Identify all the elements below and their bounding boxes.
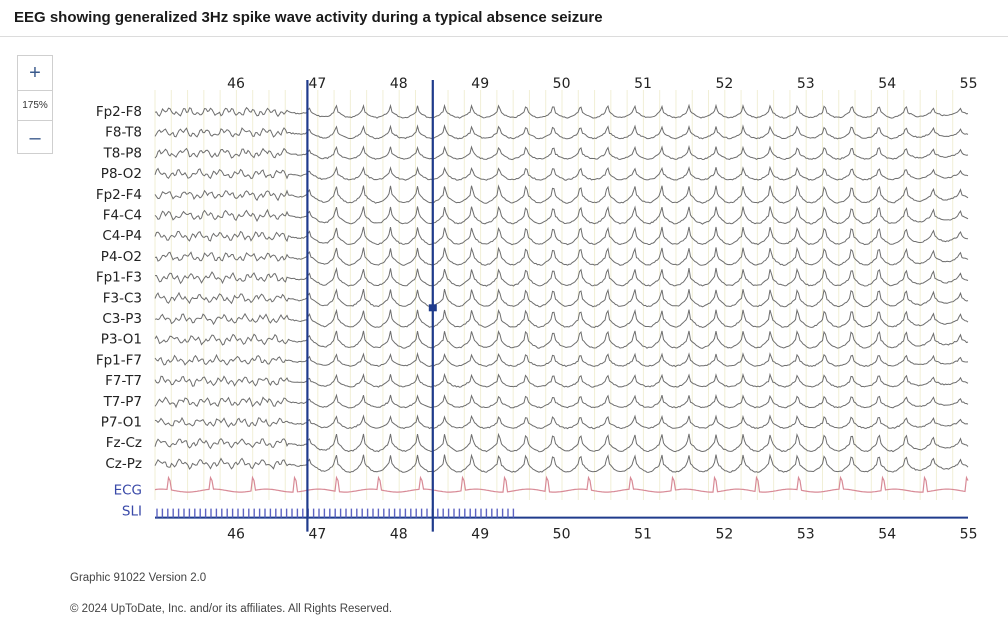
time-label-bottom-55: 55 — [960, 527, 978, 540]
trace-t7-p7 — [154, 393, 969, 409]
time-labels: 46 46 47 47 48 48 49 49 50 50 51 51 52 52 53 53 54 54 55 55 — [227, 76, 977, 540]
channel-label-fp2-f8: Fp2-F8 — [96, 104, 142, 120]
trace-p3-o1 — [154, 329, 969, 349]
plus-icon: + — [29, 62, 41, 84]
aux-traces — [154, 475, 969, 519]
trace-c4-p4 — [154, 226, 969, 246]
channel-label-fp1-f7: Fp1-F7 — [96, 352, 142, 368]
aux-label-sli: SLI — [122, 504, 142, 520]
trace-fp2-f8 — [154, 103, 969, 119]
trace-f7-t7 — [154, 372, 969, 388]
trace-fp2-f4 — [154, 184, 969, 204]
time-label-top-48: 48 — [390, 76, 408, 92]
zoom-in-button[interactable]: + — [18, 57, 52, 89]
time-label-top-51: 51 — [634, 76, 652, 92]
channel-label-cz-pz: Cz-Pz — [105, 456, 142, 472]
time-label-bottom-54: 54 — [878, 527, 896, 540]
time-label-bottom-52: 52 — [715, 527, 733, 540]
trace-ecg — [154, 475, 969, 493]
channel-label-p8-o2: P8-O2 — [101, 166, 142, 182]
zoom-level: 175% — [18, 90, 52, 121]
channel-label-f3-c3: F3-C3 — [103, 290, 142, 306]
aux-label-ecg: ECG — [114, 483, 142, 499]
channel-label-t8-p8: T8-P8 — [103, 145, 142, 161]
trace-cz-pz — [154, 453, 969, 473]
trace-t8-p8 — [154, 144, 969, 161]
time-label-bottom-48: 48 — [390, 527, 408, 540]
channel-labels: Fp2-F8 F8-T8 T8-P8 P8-O2 Fp2-F4 F4-C4 C4-P4 P4-… — [96, 104, 142, 520]
time-label-bottom-47: 47 — [308, 527, 326, 540]
time-label-bottom-46: 46 — [227, 527, 245, 540]
title-bar: EEG showing generalized 3Hz spike wave a… — [0, 0, 1008, 37]
time-label-top-54: 54 — [878, 76, 896, 92]
eeg-traces — [154, 103, 969, 473]
trace-fz-cz — [154, 432, 969, 453]
channel-label-fz-cz: Fz-Cz — [106, 435, 142, 451]
time-label-top-49: 49 — [471, 76, 489, 92]
channel-label-t7-p7: T7-P7 — [103, 394, 142, 410]
channel-label-c3-p3: C3-P3 — [102, 311, 142, 327]
time-label-top-55: 55 — [960, 76, 978, 92]
time-label-top-52: 52 — [715, 76, 733, 92]
time-label-bottom-51: 51 — [634, 527, 652, 540]
time-label-top-46: 46 — [227, 76, 245, 92]
time-label-top-47: 47 — [308, 76, 326, 92]
trace-p8-o2 — [154, 165, 969, 181]
copyright-notice: © 2024 UpToDate, Inc. and/or its affilia… — [70, 603, 393, 615]
graphic-version: Graphic 91022 Version 2.0 — [70, 572, 207, 584]
time-label-bottom-50: 50 — [553, 527, 571, 540]
time-label-top-53: 53 — [797, 76, 815, 92]
eeg-figure: Fp2-F8 F8-T8 T8-P8 P8-O2 Fp2-F4 F4-C4 C4-P4 P4-… — [70, 70, 980, 540]
eeg-tracing: Fp2-F8 F8-T8 T8-P8 P8-O2 Fp2-F4 F4-C4 C4-P4 P4-… — [96, 76, 978, 540]
channel-label-fp2-f4: Fp2-F4 — [96, 187, 142, 203]
time-label-top-50: 50 — [553, 76, 571, 92]
channel-label-c4-p4: C4-P4 — [102, 228, 142, 244]
channel-label-p7-o1: P7-O1 — [101, 415, 142, 431]
channel-label-f8-t8: F8-T8 — [105, 125, 142, 141]
trace-fp1-f3 — [154, 266, 969, 287]
page-title: EEG showing generalized 3Hz spike wave a… — [14, 9, 603, 26]
trace-p4-o2 — [154, 246, 969, 266]
trace-fp1-f7 — [154, 351, 969, 368]
trace-c3-p3 — [154, 308, 969, 329]
minus-icon: – — [29, 127, 41, 149]
channel-label-f4-c4: F4-C4 — [103, 208, 142, 224]
trace-f4-c4 — [154, 205, 969, 225]
marker-handle — [428, 304, 437, 312]
trace-f8-t8 — [154, 124, 969, 140]
channel-label-p3-o1: P3-O1 — [101, 332, 142, 348]
channel-label-fp1-f3: Fp1-F3 — [96, 270, 142, 286]
zoom-out-button[interactable]: – — [18, 122, 52, 154]
onset-markers — [306, 80, 437, 532]
channel-label-p4-o2: P4-O2 — [101, 249, 142, 265]
channel-label-f7-t7: F7-T7 — [105, 373, 142, 389]
zoom-control: + 175% – — [17, 55, 53, 154]
time-label-bottom-53: 53 — [797, 527, 815, 540]
trace-p7-o1 — [154, 414, 969, 430]
time-label-bottom-49: 49 — [471, 527, 489, 540]
trace-f3-c3 — [154, 288, 969, 308]
grid-lines — [154, 90, 954, 500]
